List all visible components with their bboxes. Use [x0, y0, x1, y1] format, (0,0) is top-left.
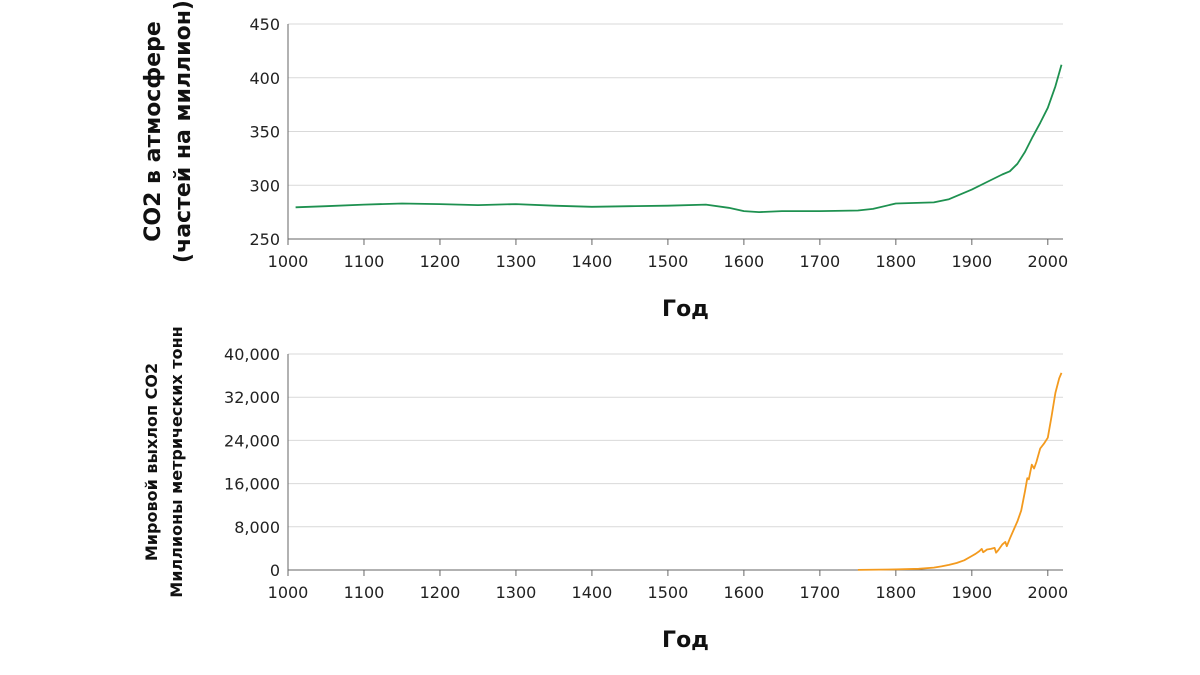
x-tick-label: 1700	[800, 583, 841, 602]
y-tick-label: 24,000	[224, 431, 280, 450]
x-tick-label: 1200	[420, 583, 461, 602]
x-tick-label: 2000	[1027, 252, 1068, 271]
x-tick-label: 1300	[496, 583, 537, 602]
series-line	[857, 372, 1063, 571]
y-tick-label: 40,000	[224, 345, 280, 364]
series-line	[295, 64, 1063, 213]
x-tick-label: 1100	[344, 252, 385, 271]
x-tick-label: 1700	[800, 252, 841, 271]
x-tick-label: 1600	[724, 252, 765, 271]
y-tick-label: 32,000	[224, 388, 280, 407]
y-axis-label: (частей на миллион)	[171, 0, 196, 263]
x-tick-label: 1800	[875, 583, 916, 602]
y-tick-label: 8,000	[234, 518, 280, 537]
x-tick-label: 1900	[951, 583, 992, 602]
x-tick-label: 1300	[496, 252, 537, 271]
y-tick-label: 400	[249, 69, 280, 88]
x-tick-label: 1800	[875, 252, 916, 271]
y-tick-label: 350	[249, 123, 280, 142]
x-tick-label: 2000	[1027, 583, 1068, 602]
x-tick-label: 1500	[648, 252, 689, 271]
y-tick-label: 300	[249, 176, 280, 195]
co2-emissions-chart: 0 8,000 16,000 24,000 32,000 40,000 1000 1100 12…	[142, 326, 1068, 653]
atmospheric-co2-chart: 250 300 350 400 450 1000 1100 1200 1300 1400 1500 1…	[141, 0, 1068, 322]
x-tick-label: 1500	[648, 583, 689, 602]
x-tick-label: 1000	[268, 583, 309, 602]
x-axis-label: Год	[662, 297, 709, 322]
x-tick-label: 1000	[268, 252, 309, 271]
x-tick-label: 1900	[951, 252, 992, 271]
x-axis-label: Год	[662, 628, 709, 653]
y-axis-label: Мировой выхлоп CO2	[142, 363, 161, 561]
y-tick-label: 250	[249, 230, 280, 249]
x-tick-label: 1100	[344, 583, 385, 602]
y-tick-label: 0	[270, 561, 280, 580]
y-axis-label: CO2 в атмосфере	[141, 21, 166, 242]
x-tick-label: 1400	[572, 252, 613, 271]
x-tick-label: 1400	[572, 583, 613, 602]
y-axis-label: Миллионы метрических тонн	[167, 326, 186, 597]
y-tick-label: 16,000	[224, 475, 280, 494]
x-tick-label: 1200	[420, 252, 461, 271]
y-tick-label: 450	[249, 15, 280, 34]
x-tick-label: 1600	[724, 583, 765, 602]
